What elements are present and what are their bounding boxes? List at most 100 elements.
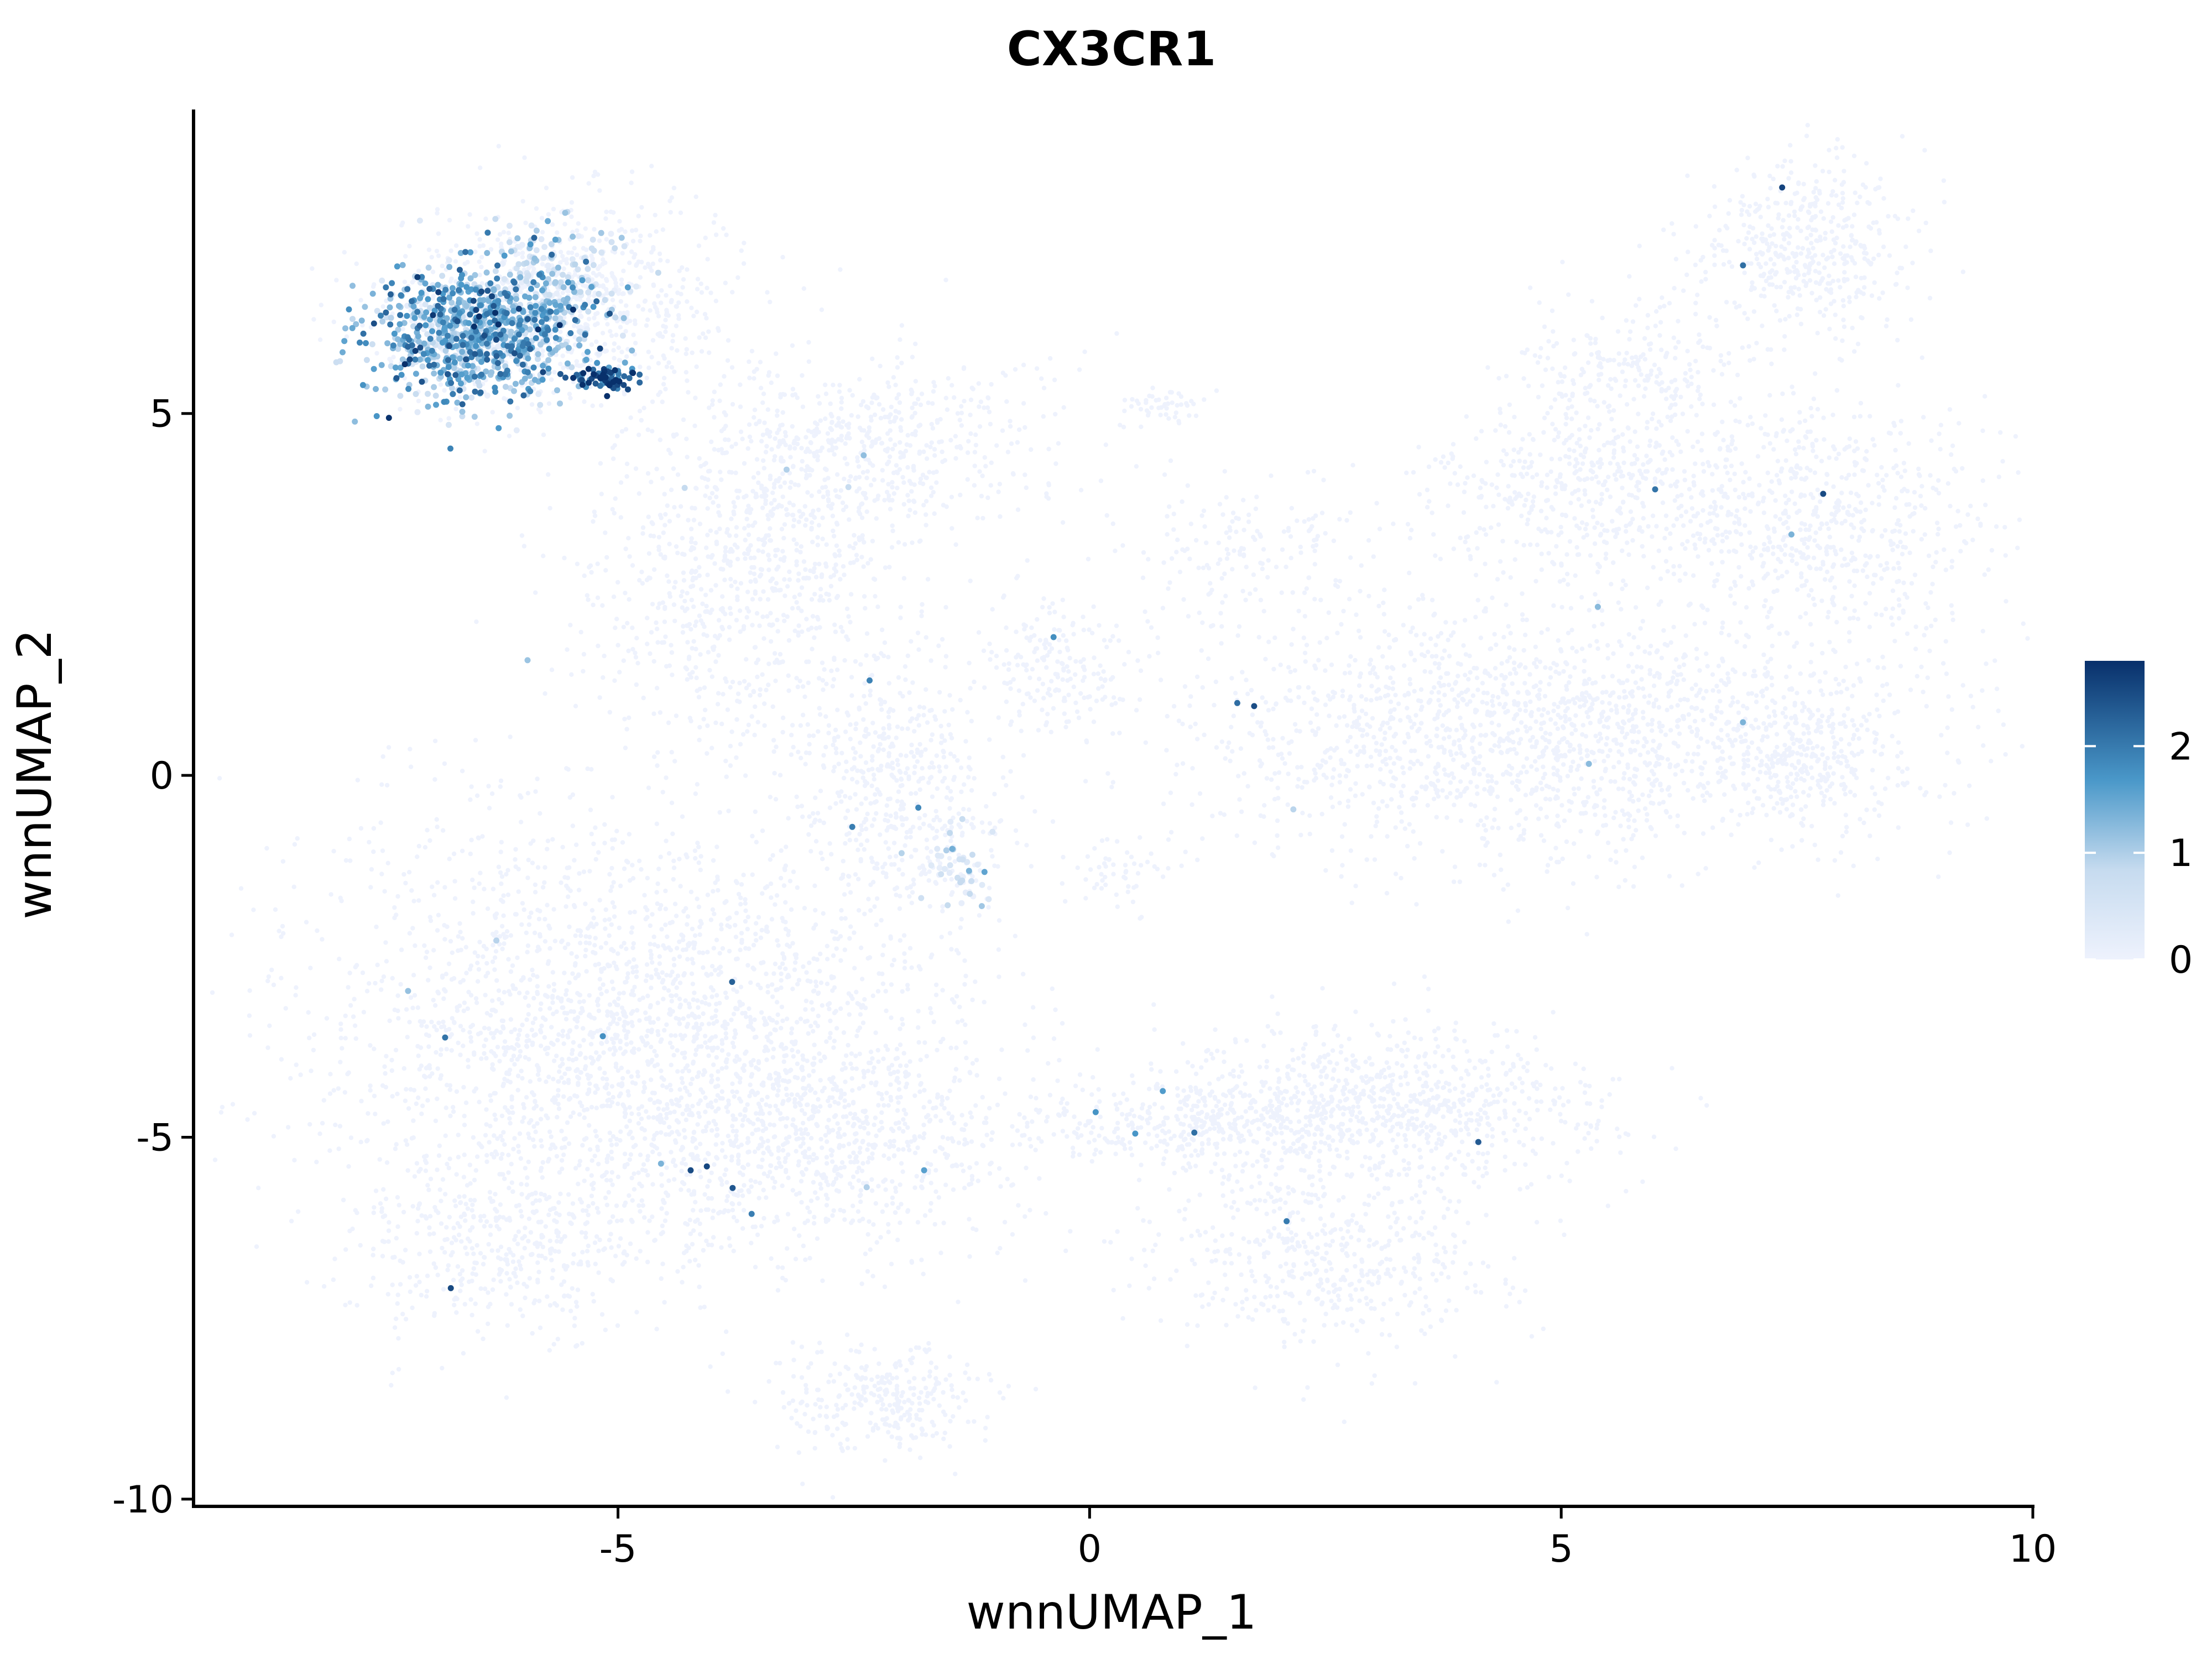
cell-point <box>965 709 970 715</box>
cell-point <box>1555 726 1561 732</box>
cell-point <box>674 713 679 718</box>
cell-point <box>781 440 786 445</box>
cell-point <box>665 259 670 264</box>
cell-point <box>1556 638 1561 643</box>
cell-point <box>657 251 662 257</box>
cell-point <box>1601 805 1606 810</box>
cell-point <box>866 896 871 902</box>
cell-point <box>1694 733 1699 738</box>
cell-point <box>1558 715 1563 720</box>
cell-point <box>1427 499 1432 504</box>
cell-point <box>1620 432 1625 437</box>
cell-point <box>821 687 826 692</box>
cell-point <box>1485 691 1490 696</box>
cell-point <box>1936 874 1941 879</box>
cell-point <box>675 550 680 556</box>
cell-point <box>742 679 747 684</box>
cell-point <box>1515 728 1520 733</box>
cell-point <box>1369 763 1374 768</box>
cell-point <box>740 436 745 441</box>
cell-point <box>1110 780 1116 785</box>
cell-point <box>1138 406 1144 412</box>
cell-point <box>911 825 916 830</box>
cell-point <box>1060 520 1066 525</box>
cell-point <box>693 194 698 199</box>
cell-point <box>1073 659 1078 664</box>
cell-point <box>1434 733 1439 739</box>
cell-point <box>704 603 709 609</box>
cell-point <box>817 401 822 406</box>
cell-point <box>1881 698 1886 703</box>
cell-point <box>1359 563 1364 568</box>
cell-point <box>2021 621 2026 627</box>
cell-point <box>539 216 545 221</box>
cell-point <box>1478 723 1483 728</box>
cell-point <box>1683 509 1689 514</box>
cell-point <box>1312 697 1318 702</box>
cell-point <box>1584 521 1589 527</box>
cell-point <box>1668 728 1673 733</box>
cell-point <box>790 606 795 611</box>
cell-point <box>1474 784 1479 789</box>
cell-point <box>920 602 925 607</box>
cell-point <box>1622 689 1627 694</box>
cell-point <box>791 503 796 508</box>
cell-point <box>846 425 851 430</box>
cell-point <box>1677 664 1682 670</box>
cell-point <box>1164 395 1169 400</box>
cell-point <box>808 568 813 573</box>
cell-point <box>949 892 954 898</box>
cell-point <box>1561 669 1566 674</box>
cell-point <box>1279 590 1284 596</box>
cell-point <box>1556 430 1562 435</box>
cell-point <box>1605 643 1610 648</box>
cell-point <box>1440 656 1445 661</box>
cell-point <box>977 424 983 429</box>
cell-point <box>1345 799 1351 804</box>
cell-point <box>1343 774 1349 779</box>
cell-point <box>820 660 825 665</box>
cell-point <box>546 472 551 477</box>
cell-point <box>883 840 888 845</box>
cell-point <box>907 707 913 712</box>
cell-point <box>592 509 597 514</box>
cell-point <box>794 541 799 546</box>
cell-point <box>1348 510 1353 515</box>
cell-point <box>1186 614 1191 619</box>
cell-point <box>924 523 928 528</box>
cell-point <box>1613 810 1618 815</box>
cell-point <box>1099 872 1104 877</box>
cell-point <box>1481 823 1486 828</box>
cell-point <box>1574 649 1579 654</box>
cell-point <box>1536 816 1541 821</box>
cell-point <box>1269 473 1274 478</box>
cell-point <box>729 583 734 588</box>
cell-point <box>824 467 829 472</box>
cell-point <box>965 450 971 455</box>
cell-point <box>672 505 677 510</box>
cell-point <box>1378 767 1383 772</box>
cell-point <box>871 744 876 749</box>
cell-point <box>1433 765 1438 770</box>
cell-point <box>907 690 912 695</box>
cell-point <box>473 292 478 298</box>
cell-point <box>495 237 500 242</box>
cell-point <box>703 609 708 614</box>
cell-point <box>915 759 920 764</box>
cell-point <box>1832 858 1838 863</box>
cell-point <box>1595 830 1600 834</box>
cell-point <box>1791 781 1796 786</box>
cell-point <box>1323 868 1328 873</box>
cell-point <box>1258 597 1264 603</box>
cell-point <box>671 466 676 471</box>
cell-point <box>840 500 846 505</box>
cell-point <box>1528 699 1533 705</box>
cell-point <box>1028 695 1033 700</box>
cell-point <box>786 688 791 693</box>
cell-point <box>1572 841 1577 846</box>
cell-point <box>1788 771 1793 776</box>
cell-point <box>1187 556 1192 561</box>
cell-point <box>1234 515 1239 520</box>
cell-point <box>1663 559 1669 564</box>
cell-point <box>1554 662 1559 667</box>
